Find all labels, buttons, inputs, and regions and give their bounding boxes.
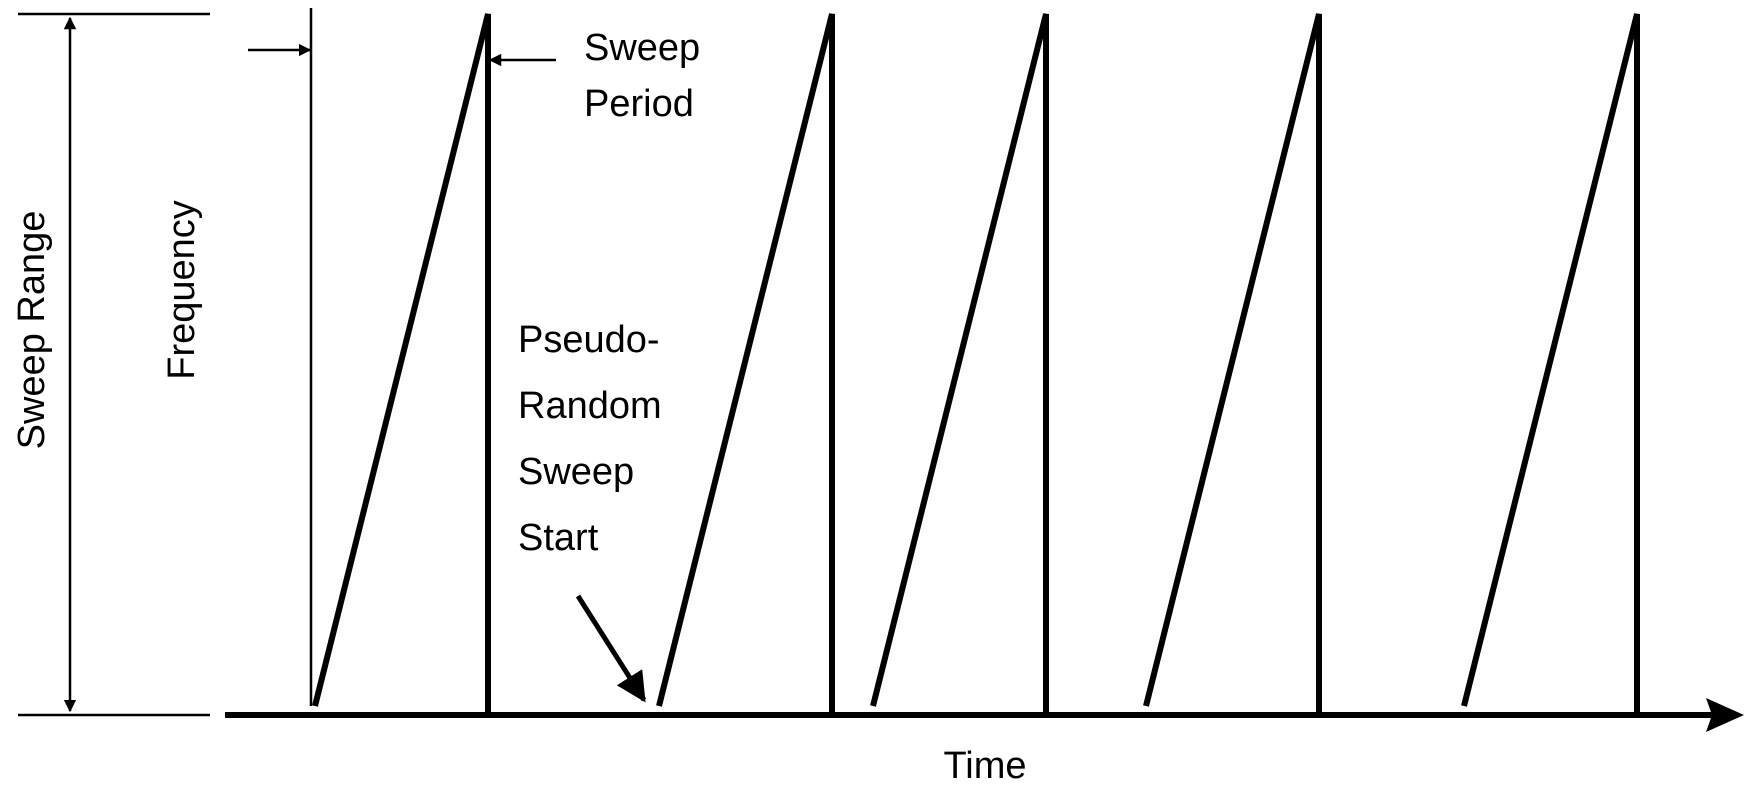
pseudo-random-arrow [575, 594, 647, 703]
pseudo-random-label-line-3: Sweep [518, 451, 634, 493]
sweep-ramp-1 [312, 13, 491, 715]
sweep-period-label-line-2: Period [584, 83, 694, 125]
time-label: Time [943, 745, 1026, 787]
sweep-period-label-line-1: Sweep [584, 27, 700, 69]
pseudo-random-label-line-1: Pseudo- [518, 319, 660, 361]
sweep-ramp-5 [1461, 13, 1640, 715]
sweep-ramp-2 [656, 13, 835, 715]
sweep-ramp-4 [1143, 13, 1322, 715]
time-axis-arrowhead [1706, 698, 1744, 732]
pseudo-random-label-line-4: Start [518, 517, 599, 559]
sweep-range-label: Sweep Range [11, 211, 53, 450]
frequency-label: Frequency [161, 200, 203, 380]
pseudo-random-label-line-2: Random [518, 385, 662, 427]
sawtooth-waveform [312, 13, 1640, 715]
sweep-ramp-3 [870, 13, 1049, 715]
